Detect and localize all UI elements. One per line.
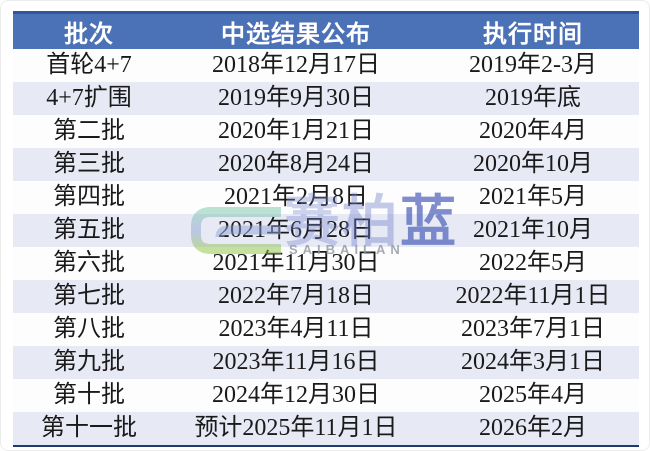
announced-cell: 2022年7月18日 xyxy=(218,283,374,309)
table-body: 首轮4+7 2018年12月17日 2019年2-3月 4+7扩围 2019年9… xyxy=(13,49,639,446)
batch-cell: 第九批 xyxy=(53,349,125,375)
batch-cell: 第十一批 xyxy=(41,415,137,441)
batch-cell: 第八批 xyxy=(53,316,125,342)
table-header-row: 批次 中选结果公布 执行时间 xyxy=(13,12,639,49)
executed-cell: 2023年7月1日 xyxy=(461,316,605,342)
table-row: 4+7扩围 2019年9月30日 2019年底 xyxy=(13,82,639,115)
table-container: 批次 中选结果公布 执行时间 首轮4+7 2018年12月17日 2019年2-… xyxy=(13,11,639,447)
executed-cell: 2024年3月1日 xyxy=(461,349,605,375)
batch-cell: 第四批 xyxy=(53,184,125,210)
announced-cell: 2023年11月16日 xyxy=(212,349,380,375)
batch-cell: 4+7扩围 xyxy=(46,85,132,111)
table-row: 第十一批 预计2025年11月1日 2026年2月 xyxy=(13,412,639,446)
batch-cell: 第六批 xyxy=(53,250,125,276)
executed-cell: 2019年底 xyxy=(485,85,581,111)
table-row: 第十批 2024年12月30日 2025年4月 xyxy=(13,379,639,412)
table-row: 第八批 2023年4月11日 2023年7月1日 xyxy=(13,313,639,346)
executed-cell: 2021年10月 xyxy=(473,217,593,243)
executed-cell: 2019年2-3月 xyxy=(469,52,597,78)
announced-cell: 2020年8月24日 xyxy=(218,151,374,177)
executed-cell: 2020年4月 xyxy=(479,118,587,144)
batch-cell: 第十批 xyxy=(53,382,125,408)
batch-cell: 第七批 xyxy=(53,283,125,309)
table-row: 第六批 2021年11月30日 2022年5月 xyxy=(13,247,639,280)
column-header-executed: 执行时间 xyxy=(483,22,583,48)
batch-cell: 第二批 xyxy=(53,118,125,144)
executed-cell: 2025年4月 xyxy=(479,382,587,408)
batch-cell: 首轮4+7 xyxy=(46,52,132,78)
announced-cell: 2019年9月30日 xyxy=(218,85,374,111)
batch-cell: 第三批 xyxy=(53,151,125,177)
executed-cell: 2021年5月 xyxy=(479,184,587,210)
announced-cell: 2021年6月28日 xyxy=(218,217,374,243)
table-row: 第七批 2022年7月18日 2022年11月1日 xyxy=(13,280,639,313)
table-row: 首轮4+7 2018年12月17日 2019年2-3月 xyxy=(13,49,639,82)
batch-schedule-table: 批次 中选结果公布 执行时间 首轮4+7 2018年12月17日 2019年2-… xyxy=(13,11,639,447)
announced-cell: 2018年12月17日 xyxy=(212,52,380,78)
executed-cell: 2026年2月 xyxy=(479,415,587,441)
announced-cell: 2023年4月11日 xyxy=(218,316,374,342)
table-row: 第九批 2023年11月16日 2024年3月1日 xyxy=(13,346,639,379)
table-row: 第四批 2021年2月8日 2021年5月 xyxy=(13,181,639,214)
batch-cell: 第五批 xyxy=(53,217,125,243)
column-header-batch: 批次 xyxy=(64,22,114,48)
column-header-announced: 中选结果公布 xyxy=(221,22,371,48)
executed-cell: 2020年10月 xyxy=(473,151,593,177)
table-row: 第五批 2021年6月28日 2021年10月 xyxy=(13,214,639,247)
executed-cell: 2022年11月1日 xyxy=(455,283,611,309)
table-row: 第三批 2020年8月24日 2020年10月 xyxy=(13,148,639,181)
announced-cell: 2021年2月8日 xyxy=(224,184,368,210)
announced-cell: 2024年12月30日 xyxy=(212,382,380,408)
executed-cell: 2022年5月 xyxy=(479,250,587,276)
announced-cell: 预计2025年11月1日 xyxy=(194,415,398,441)
announced-cell: 2021年11月30日 xyxy=(212,250,380,276)
table-row: 第二批 2020年1月21日 2020年4月 xyxy=(13,115,639,148)
announced-cell: 2020年1月21日 xyxy=(218,118,374,144)
